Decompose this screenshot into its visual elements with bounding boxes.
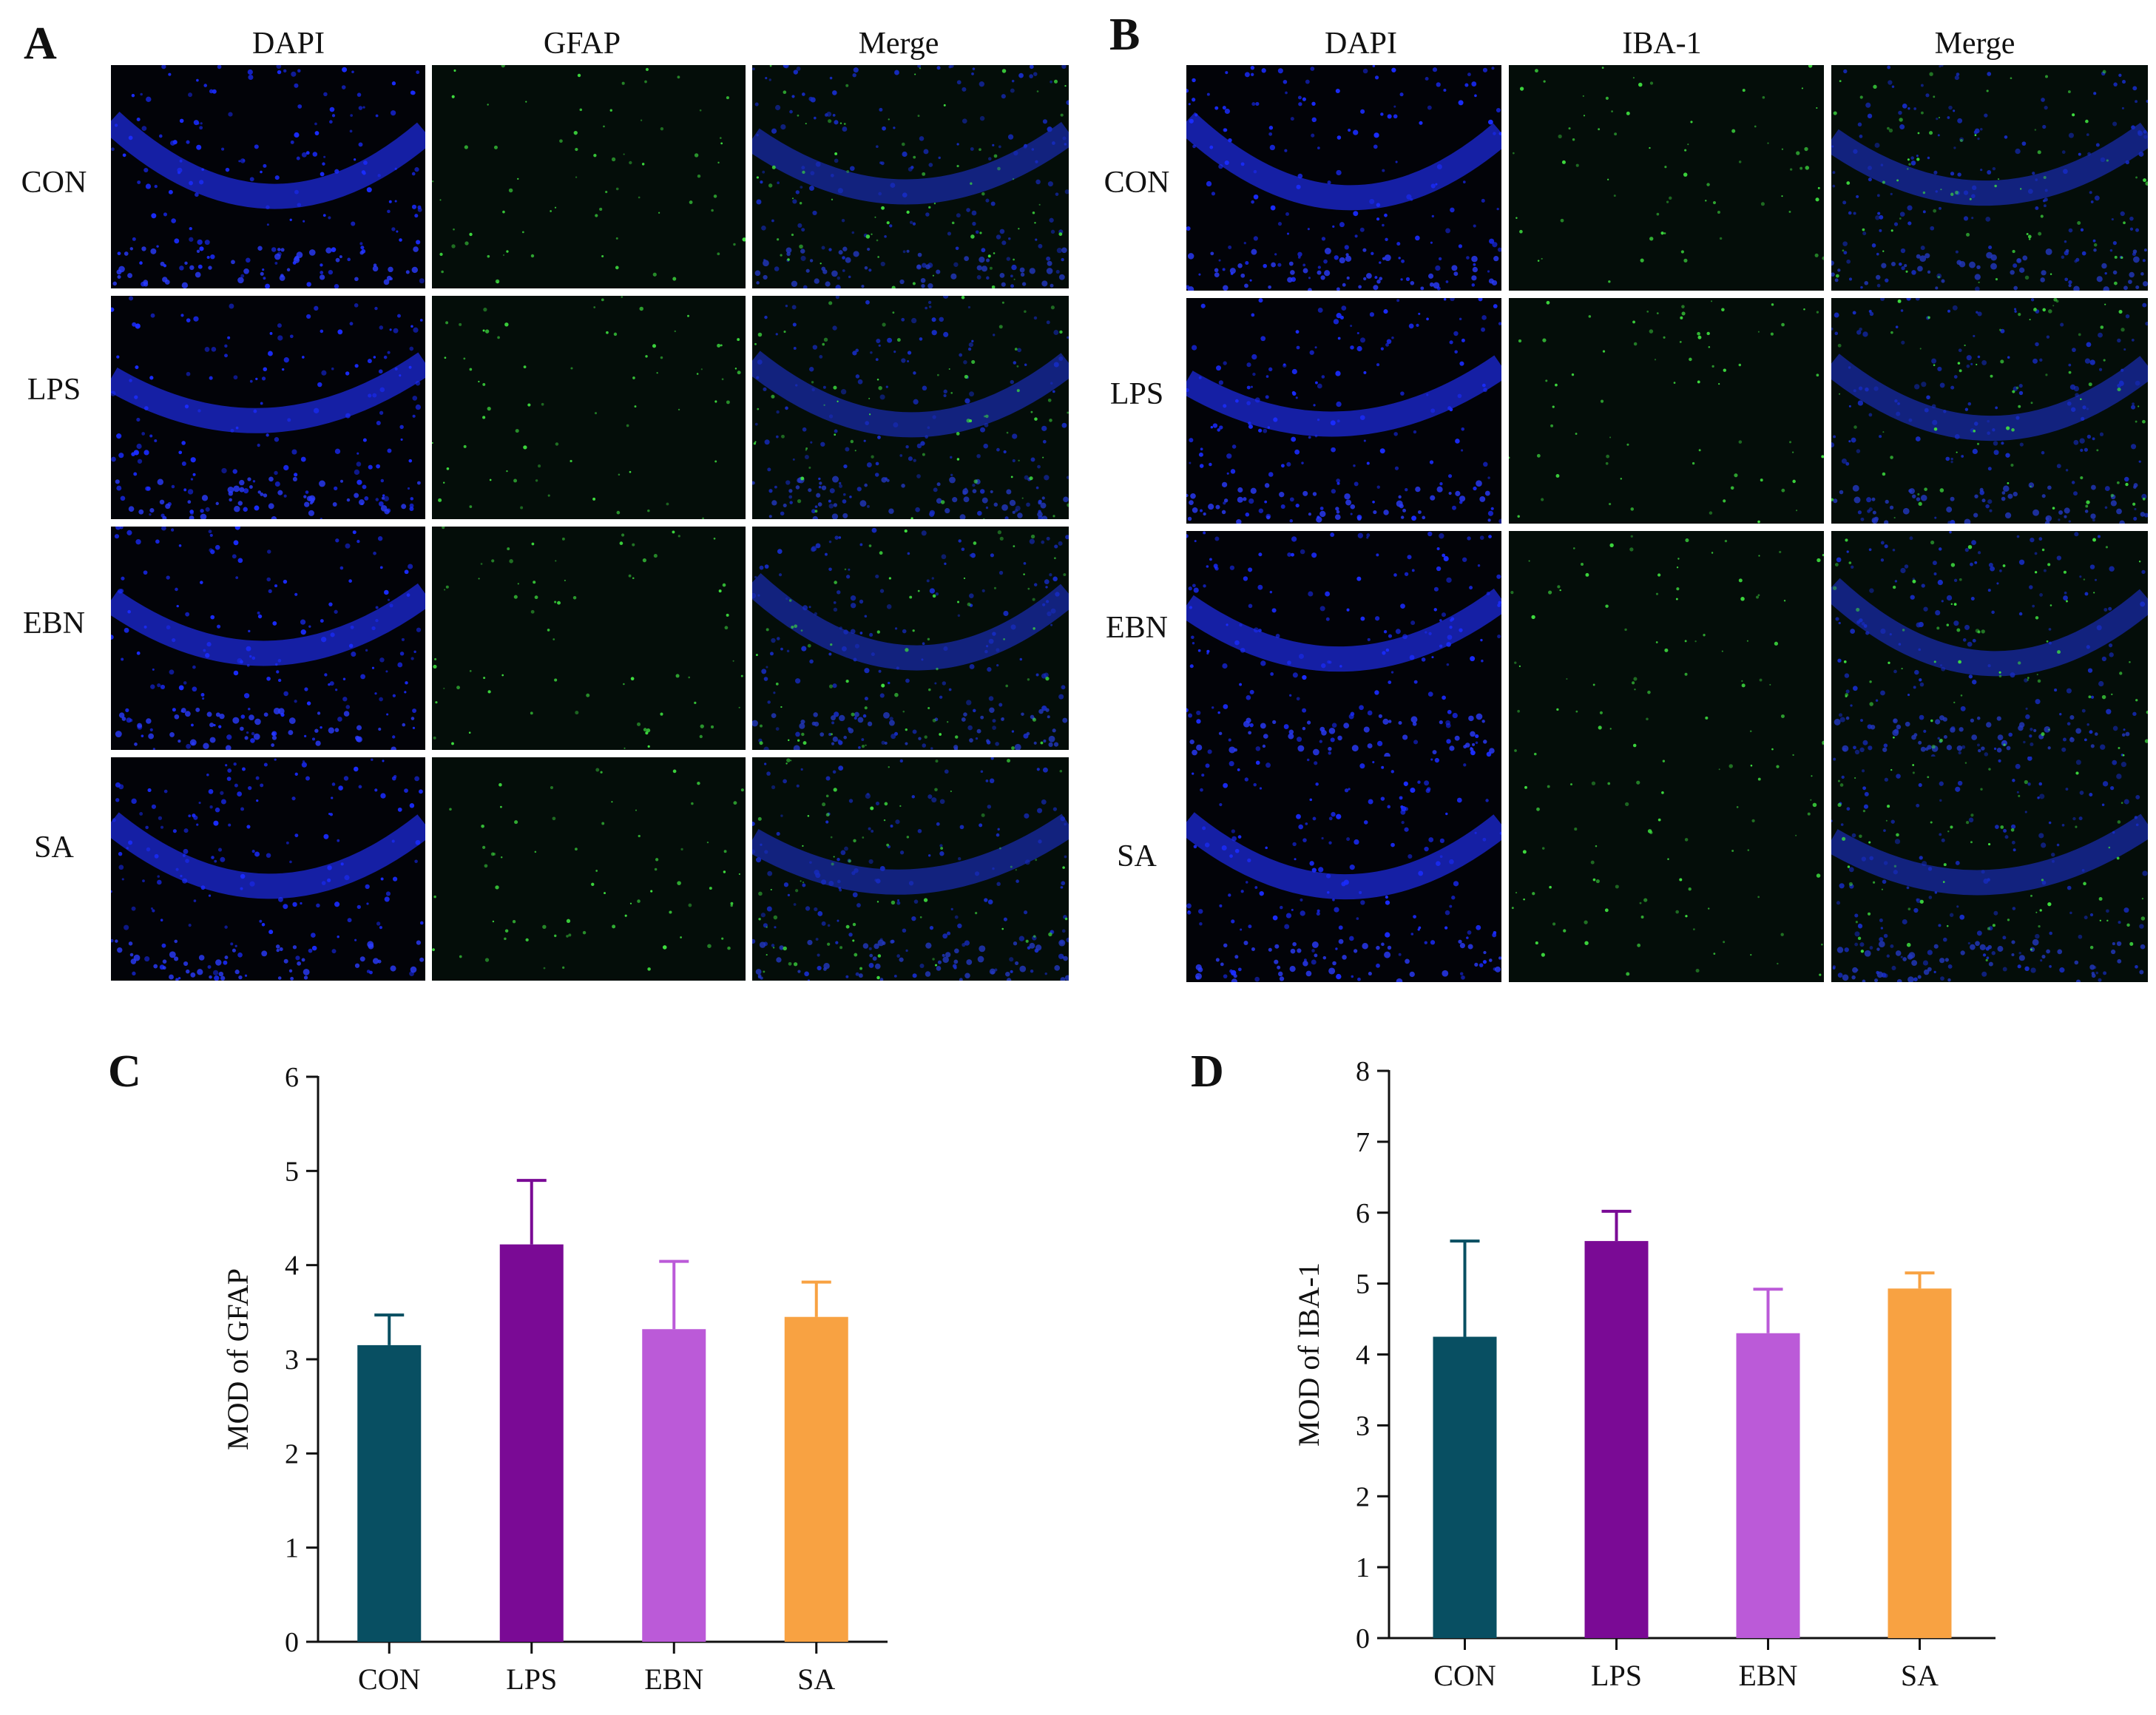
- micrograph-a-lps-dapi: [111, 296, 425, 519]
- bar-lps: [1584, 1241, 1649, 1638]
- error-bar-lps: [516, 1179, 547, 1245]
- y-tick-label: 8: [1356, 1056, 1370, 1087]
- x-tick-label-ebn: EBN: [644, 1662, 703, 1696]
- y-tick-label: 1: [1356, 1552, 1370, 1583]
- y-tick-label: 7: [1356, 1127, 1370, 1158]
- y-axis-title: MOD of IBA-1: [1292, 1262, 1325, 1447]
- micrograph-b-lps-merge: [1831, 298, 2148, 524]
- micrograph-b-lps-dapi: [1186, 298, 1501, 524]
- panel-a-col-merge: Merge: [858, 27, 939, 61]
- micrograph-b-con-merge: [1831, 65, 2148, 291]
- micrograph-b-sa-iba1: [1509, 757, 1824, 982]
- error-bar-con: [374, 1313, 405, 1345]
- y-tick-label: 0: [1356, 1623, 1370, 1654]
- panel-letter-d: D: [1191, 1046, 1224, 1097]
- micrograph-b-sa-merge: [1831, 757, 2148, 982]
- x-tick-label-sa: SA: [1901, 1659, 1939, 1692]
- error-bar-ebn: [1753, 1288, 1783, 1333]
- panel-a-row-lps: LPS: [27, 373, 81, 407]
- micrograph-a-ebn-merge: [752, 527, 1069, 750]
- y-tick-label: 3: [1356, 1410, 1370, 1441]
- error-bar-sa: [801, 1280, 831, 1317]
- panel-b-row-ebn: EBN: [1106, 611, 1168, 645]
- bar-sa: [784, 1316, 848, 1642]
- micrograph-a-lps-gfap: [432, 296, 746, 519]
- bar-lps: [499, 1244, 564, 1642]
- bar-ebn: [1736, 1333, 1800, 1638]
- panel-letter-a: A: [24, 18, 57, 69]
- x-tick-label-ebn: EBN: [1739, 1659, 1798, 1692]
- bar-ebn: [642, 1329, 706, 1642]
- y-tick-label: 1: [285, 1533, 299, 1564]
- panel-b-col-iba1: IBA-1: [1622, 27, 1702, 61]
- x-tick-label-lps: LPS: [1591, 1659, 1642, 1692]
- y-tick-label: 2: [285, 1438, 299, 1469]
- panel-b-row-sa: SA: [1117, 839, 1157, 873]
- micrograph-a-con-dapi: [111, 65, 425, 288]
- micrograph-b-lps-iba1: [1509, 298, 1824, 524]
- panel-letter-b: B: [1109, 10, 1140, 60]
- x-tick-label-con: CON: [1433, 1659, 1496, 1692]
- y-tick-label: 0: [285, 1627, 299, 1658]
- error-bar-sa: [1905, 1271, 1935, 1289]
- y-tick-label: 6: [285, 1062, 299, 1093]
- micrograph-a-ebn-dapi: [111, 527, 425, 750]
- panel-a-row-ebn: EBN: [23, 606, 85, 640]
- x-tick-label-lps: LPS: [506, 1662, 557, 1696]
- x-tick-label-sa: SA: [797, 1662, 835, 1696]
- y-tick-label: 3: [285, 1344, 299, 1376]
- micrograph-a-con-merge: [752, 65, 1069, 288]
- y-tick-label: 4: [1356, 1340, 1370, 1371]
- panel-b-row-lps: LPS: [1109, 377, 1164, 411]
- panel-a-col-gfap: GFAP: [543, 27, 621, 61]
- micrograph-a-ebn-gfap: [432, 527, 746, 750]
- error-bar-con: [1450, 1239, 1480, 1337]
- panel-a-row-sa: SA: [34, 831, 74, 865]
- y-tick-label: 5: [1356, 1269, 1370, 1300]
- bar-con: [357, 1344, 422, 1642]
- axes: 0 1 2 3 4 5 6 MOD of GFAP: [221, 1062, 888, 1658]
- y-tick-label: 2: [1356, 1481, 1370, 1512]
- panel-a-col-dapi: DAPI: [251, 27, 325, 61]
- bar-con: [1433, 1336, 1497, 1638]
- panel-b-col-dapi: DAPI: [1324, 27, 1397, 61]
- micrograph-b-ebn-dapi: [1186, 531, 1501, 757]
- micrograph-a-con-gfap: [432, 65, 746, 288]
- y-tick-label: 6: [1356, 1198, 1370, 1229]
- y-tick-label: 5: [285, 1156, 299, 1187]
- micrograph-b-con-dapi: [1186, 65, 1501, 291]
- micrograph-b-ebn-iba1: [1509, 531, 1824, 757]
- y-axis-title: MOD of GFAP: [221, 1268, 254, 1450]
- micrograph-b-sa-dapi: [1186, 757, 1501, 982]
- bar-sa: [1888, 1288, 1952, 1638]
- micrograph-b-ebn-merge: [1831, 531, 2148, 757]
- panel-letter-c: C: [108, 1046, 141, 1097]
- error-bar-ebn: [659, 1259, 689, 1330]
- micrograph-a-sa-gfap: [432, 757, 746, 981]
- x-tick-label-con: CON: [358, 1662, 420, 1696]
- panel-b-row-con: CON: [1104, 166, 1170, 200]
- micrograph-a-sa-merge: [752, 757, 1069, 981]
- axes: 0 1 2 3 4 5 6 7 8 MOD of IBA-1: [1292, 1056, 1996, 1654]
- micrograph-b-con-iba1: [1509, 65, 1824, 291]
- error-bar-lps: [1601, 1209, 1632, 1242]
- y-tick-label: 4: [285, 1251, 299, 1282]
- panel-a-row-con: CON: [21, 166, 87, 200]
- micrograph-a-sa-dapi: [111, 757, 425, 981]
- panel-b-col-merge: Merge: [1934, 27, 2015, 61]
- micrograph-a-lps-merge: [752, 296, 1069, 519]
